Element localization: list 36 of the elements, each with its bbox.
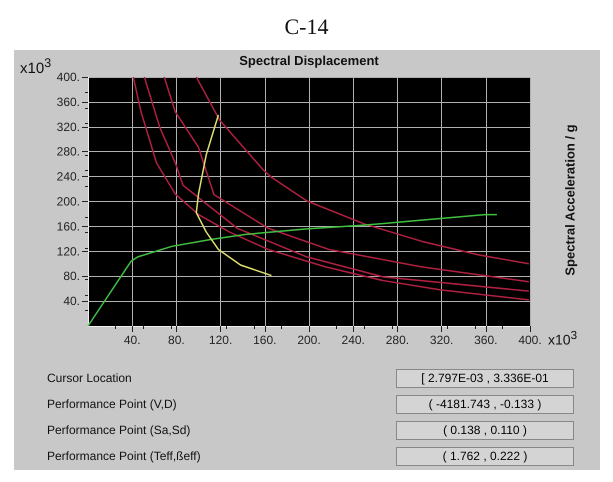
- y-tick-label: 200.: [56, 194, 80, 208]
- x-tick-label: 200.: [297, 333, 321, 347]
- y-tick-label: 280.: [56, 144, 80, 159]
- x-tick-label: 360.: [474, 333, 498, 347]
- text: ( -4181.743 , -0.133 ): [396, 395, 574, 414]
- y-tick-label: 240.: [56, 170, 80, 184]
- x-tick-label: 80.: [168, 333, 185, 347]
- line-series: [196, 76, 530, 264]
- chart-title: C-14: [284, 14, 330, 40]
- text: ( 1.762 , 0.222 ): [396, 447, 574, 466]
- text: Cursor Location: [47, 371, 132, 385]
- text: x10$^{3}$: [548, 329, 578, 348]
- y-tick-label: 120.: [56, 244, 80, 258]
- x-tick-label: 160.: [253, 333, 276, 347]
- y-tick-label: 400.: [56, 70, 80, 84]
- x-tick-label: 280.: [386, 333, 410, 347]
- x-axis-title: Spectral Displacement: [238, 53, 380, 68]
- x-tick-label: 400.: [518, 333, 542, 347]
- text: Performance Point (V,D): [47, 397, 177, 411]
- text: ( 0.138 , 0.110 ): [396, 421, 574, 440]
- x-tick-label: 320.: [430, 333, 454, 347]
- y-tick-label: 360.: [56, 94, 80, 109]
- x-tick-label: 240.: [342, 333, 365, 347]
- x-tick-label: 120.: [208, 333, 232, 347]
- text: [ 2.797E-03 , 3.336E-01: [396, 369, 574, 388]
- line-series: [196, 114, 272, 276]
- text: Performance Point (Teff,ßeff): [47, 449, 201, 463]
- y-tick-label: 80.: [63, 269, 80, 284]
- y-axis-title: Spectral Acceleration / g: [562, 124, 578, 276]
- y-tick-label: 160.: [56, 219, 80, 234]
- y-tick-label: 40.: [63, 294, 80, 308]
- x-tick-label: 40.: [124, 333, 141, 347]
- text: x10$^{3}$: [20, 56, 52, 77]
- text: Performance Point (Sa,Sd): [47, 423, 190, 437]
- line-series: [87, 214, 498, 327]
- y-tick-label: 320.: [56, 120, 80, 134]
